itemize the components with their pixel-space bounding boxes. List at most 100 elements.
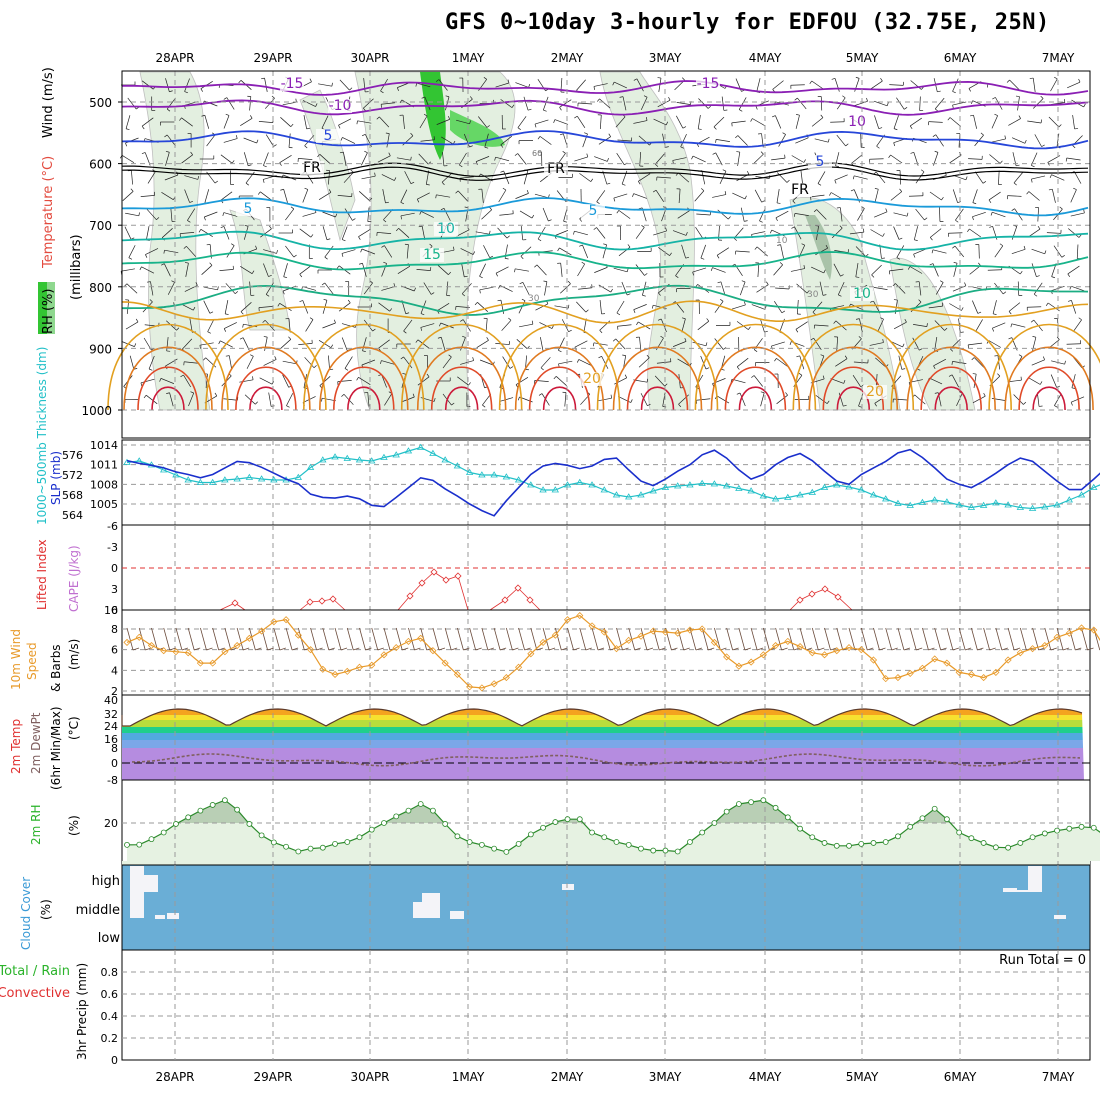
wind-barb xyxy=(358,191,370,201)
wind-barb xyxy=(874,188,879,190)
contour-label-bg xyxy=(808,155,832,169)
upper-air-ylabel: (millibars) xyxy=(69,234,84,300)
cloud-block xyxy=(167,913,179,919)
wind-barb xyxy=(540,357,551,368)
wind-barb xyxy=(268,274,272,277)
wind-barb xyxy=(973,374,977,388)
wind-barb-10m xyxy=(444,627,452,651)
wind-barb xyxy=(386,133,390,148)
wind-barb xyxy=(489,230,491,235)
wind-barb-10m xyxy=(977,647,984,651)
wind-barb xyxy=(448,271,452,275)
wind-barb xyxy=(653,304,667,310)
wind-barb-10m xyxy=(365,647,372,651)
wind-barb xyxy=(285,245,295,258)
wind-barb xyxy=(578,287,593,290)
wind-barb xyxy=(769,229,773,234)
wind-barb xyxy=(342,137,356,144)
wind-speed-point xyxy=(270,618,278,626)
rh-line xyxy=(126,799,1100,853)
wind-barb xyxy=(1013,171,1024,184)
wind-barb xyxy=(129,355,135,370)
wind-barb xyxy=(262,179,265,183)
wind-barb xyxy=(379,116,390,128)
wind-barb xyxy=(759,220,763,223)
wind-barb xyxy=(827,138,830,143)
rh-point xyxy=(307,845,314,852)
wind-barb xyxy=(701,188,705,191)
wind-barb xyxy=(179,117,182,121)
wind-barb xyxy=(140,382,143,387)
wind-barb xyxy=(263,359,277,366)
wind-barb xyxy=(186,246,197,257)
wind-barb-10m xyxy=(579,627,587,651)
wind-barb xyxy=(282,101,297,106)
wind-barb xyxy=(420,323,435,328)
wind-barb xyxy=(420,313,425,316)
wind-barb xyxy=(735,250,750,253)
thickness-point xyxy=(208,478,217,485)
wind-barb xyxy=(973,357,985,368)
thickness-point xyxy=(416,443,425,450)
wind-barb xyxy=(225,313,229,315)
wind-barb-10m xyxy=(916,647,923,651)
contour-label: 10 xyxy=(437,221,455,237)
boundary-temp-contour xyxy=(1018,366,1080,411)
wind-barb xyxy=(280,117,292,127)
wind-barb xyxy=(528,83,531,88)
wind-barb xyxy=(305,319,314,332)
rh-point xyxy=(956,829,963,836)
wind-barb xyxy=(994,113,998,116)
wind-barb xyxy=(410,181,415,185)
wind-barb xyxy=(483,245,491,258)
wind-barb xyxy=(255,401,258,405)
wind-barb xyxy=(710,267,713,272)
rh-point xyxy=(295,848,302,855)
wind-barb xyxy=(381,245,385,248)
wind-barb xyxy=(696,398,711,401)
wind-barb xyxy=(672,230,687,236)
wind-barb xyxy=(517,153,527,165)
wind-barb-10m xyxy=(775,627,782,651)
wind-barb xyxy=(562,150,566,154)
wind-barb xyxy=(647,403,651,407)
wind-barb xyxy=(358,376,371,386)
wind-barb xyxy=(161,263,165,266)
wind-barb xyxy=(902,343,905,348)
wind-barb xyxy=(880,77,883,82)
lifted-index-point xyxy=(442,576,450,584)
wind-barb xyxy=(1032,78,1036,92)
wind-barb xyxy=(819,281,824,296)
wind-barb-10m xyxy=(316,647,323,651)
wind-barb xyxy=(791,226,795,229)
wind-barb xyxy=(853,361,868,364)
wind-barb xyxy=(1026,191,1030,195)
temp-tick: -8 xyxy=(107,774,118,787)
wind-barb xyxy=(383,219,387,223)
wind-barb xyxy=(265,134,274,147)
rh-point xyxy=(980,840,987,846)
wind-barb-10m xyxy=(279,647,286,651)
rh-point xyxy=(466,839,473,845)
wind-barb xyxy=(416,199,420,203)
wind-speed-point xyxy=(172,648,180,656)
wind-barb xyxy=(515,268,529,272)
wind-barb-10m xyxy=(561,647,568,651)
wind-barb xyxy=(495,266,509,274)
rh-point xyxy=(931,805,938,812)
wind-barb xyxy=(437,336,442,339)
wind-barb xyxy=(968,158,983,160)
wind-barb xyxy=(420,327,423,331)
wind-barb xyxy=(1067,81,1081,89)
wind-barb xyxy=(539,136,552,145)
date-label-bottom: 30APR xyxy=(350,1070,389,1084)
wind-barb xyxy=(707,105,711,109)
wind-barb xyxy=(738,97,747,110)
wind-speed-point xyxy=(723,653,731,661)
wind-barb xyxy=(498,189,507,203)
wind-barb xyxy=(187,220,191,223)
wind-barb-10m xyxy=(236,627,244,651)
wind-barb xyxy=(145,394,158,405)
wind-barb xyxy=(440,207,445,211)
wind-barb-10m xyxy=(126,627,134,651)
